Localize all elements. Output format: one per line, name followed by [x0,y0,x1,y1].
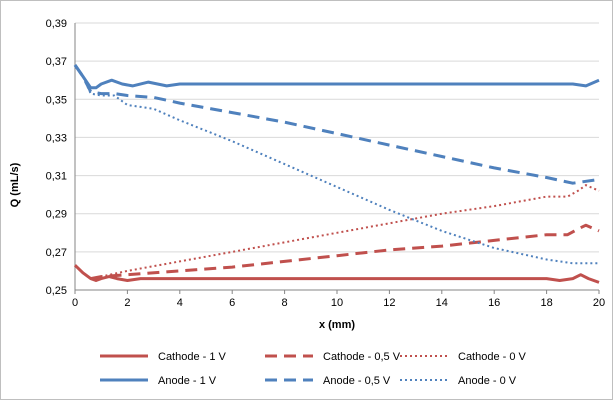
tick-labels: 0,25 0,27 0,29 0,31 0,33 0,35 0,37 0,39 0 2 4 6 8 10 1… [46,18,606,309]
legend-label: Cathode - 0 V [458,351,527,363]
legend-label: Anode - 1 V [158,375,217,387]
x-tick-label: 12 [383,297,395,309]
y-tick-label: 0,29 [46,209,67,221]
x-tick-label: 8 [282,297,288,309]
series-lines [73,64,600,284]
y-tick-label: 0,35 [46,94,67,106]
x-tick-label: 14 [436,297,448,309]
legend-label: Cathode - 1 V [158,351,227,363]
legend-label: Anode - 0 V [458,375,517,387]
y-tick-label: 0,25 [46,285,67,297]
x-tick-label: 16 [488,297,500,309]
axes [74,23,600,294]
series-line [73,264,600,284]
x-axis-title: x (mm) [319,319,355,331]
legend: Cathode - 1 V Cathode - 0,5 V Cathode - 0 … [100,351,527,387]
x-tick-label: 0 [72,297,78,309]
y-axis-title: Q (mL/s) [9,162,21,207]
series-line [73,64,600,90]
gridlines [75,22,599,291]
y-tick-label: 0,31 [46,171,67,183]
series-line [74,64,599,265]
legend-label: Cathode - 0,5 V [323,351,401,363]
y-tick-label: 0,33 [46,132,67,144]
legend-label: Anode - 0,5 V [323,375,391,387]
x-tick-label: 2 [124,297,130,309]
series-line [73,64,600,185]
y-tick-label: 0,27 [46,247,67,259]
x-tick-label: 4 [177,297,183,309]
y-tick-label: 0,39 [46,18,67,30]
series-line [90,184,600,280]
x-tick-label: 6 [229,297,235,309]
x-tick-label: 20 [593,297,605,309]
x-tick-label: 18 [540,297,552,309]
y-tick-label: 0,37 [46,56,67,68]
x-tick-label: 10 [331,297,343,309]
